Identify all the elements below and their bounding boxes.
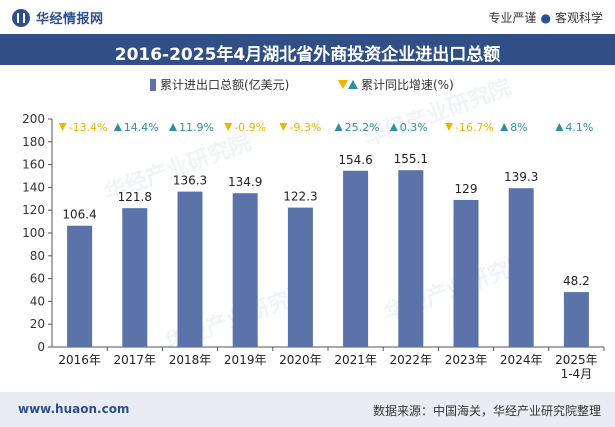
bar-value-label: 155.1: [394, 152, 428, 166]
bar-value-label: 122.3: [283, 190, 317, 204]
y-tick-label: 180: [22, 135, 45, 149]
growth-label: 0.3%: [400, 121, 428, 134]
bar-value-label: 154.6: [338, 153, 372, 167]
x-category-label: 2017年: [114, 353, 157, 367]
bar-value-label: 106.4: [62, 208, 96, 222]
growth-label: 25.2%: [345, 121, 380, 134]
bar: [287, 207, 313, 347]
top-bar: 华经情报网 专业严谨 ● 客观科学: [0, 0, 615, 34]
growth-up-triangle-icon: [555, 123, 564, 131]
x-category-label: 2020年: [279, 353, 322, 367]
growth-label: -0.9%: [234, 121, 266, 134]
y-tick-label: 140: [22, 180, 45, 194]
bar: [67, 225, 93, 347]
legend-item-bars: 累计进出口总额(亿美元): [150, 76, 289, 93]
y-tick-label: 0: [37, 340, 45, 354]
y-tick-label: 200: [22, 112, 45, 126]
growth-label: 8%: [510, 121, 527, 134]
growth-down-triangle-icon: [58, 123, 67, 131]
tagline-right: 客观科学: [554, 11, 603, 25]
growth-up-triangle-icon: [169, 123, 177, 131]
tagline: 专业严谨 ● 客观科学: [488, 9, 603, 26]
growth-label: -16.7%: [455, 121, 494, 134]
y-tick-label: 20: [30, 317, 45, 331]
bar: [398, 170, 424, 347]
title-bar: 2016-2025年4月湖北省外商投资企业进出口总额: [0, 34, 615, 65]
growth-label: 14.4%: [124, 121, 159, 134]
bar-chart: 0 20 40 60 80 100 120 140 160 180 200 106.4 2016年 -13…: [22, 112, 605, 381]
x-category-label: 1-4月: [561, 367, 593, 381]
y-tick-label: 160: [22, 158, 45, 172]
bar-value-label: 134.9: [228, 175, 262, 189]
x-category-label: 2023年: [445, 353, 488, 367]
growth-up-triangle-icon: [389, 123, 398, 131]
growth-up-triangle-icon: [500, 123, 509, 131]
brand-logo-icon: [12, 8, 30, 27]
x-category-label: 2016年: [58, 353, 101, 367]
footer: www.huaon.com 数据来源：中国海关，华经产业研究院整理: [0, 392, 615, 427]
x-category-label: 2021年: [334, 353, 377, 367]
bar-swatch-icon: [150, 78, 156, 91]
growth-down-triangle-icon: [224, 123, 233, 131]
bar: [508, 188, 534, 347]
bar: [563, 292, 589, 347]
data-source: 数据来源：中国海关，华经产业研究院整理: [372, 404, 601, 418]
growth-down-triangle-icon: [279, 123, 288, 131]
bar-value-label: 139.3: [504, 170, 538, 184]
x-category-label: 2018年: [169, 353, 212, 367]
growth-label: 11.9%: [179, 121, 214, 134]
bar: [343, 170, 369, 347]
y-tick-label: 40: [30, 294, 45, 308]
chart-title: 2016-2025年4月湖北省外商投资企业进出口总额: [114, 45, 501, 65]
legend-bar-label: 累计进出口总额(亿美元): [160, 78, 290, 92]
tagline-separator: ●: [540, 11, 551, 25]
website-link[interactable]: www.huaon.com: [18, 402, 130, 416]
bar-value-label: 136.3: [173, 174, 207, 188]
tagline-left: 专业严谨: [488, 11, 537, 25]
bar-value-label: 129: [455, 182, 478, 196]
growth-label: 4.1%: [565, 121, 593, 134]
y-tick-label: 60: [30, 272, 45, 286]
growth-up-triangle-icon: [113, 123, 122, 131]
y-tick-label: 100: [22, 226, 45, 240]
growth-label: -9.3%: [289, 121, 321, 134]
bar: [232, 193, 258, 347]
growth-label: -13.4%: [69, 121, 108, 134]
down-triangle-icon: [338, 80, 348, 89]
bar: [122, 208, 148, 347]
x-category-label: 2019年: [224, 353, 267, 367]
brand[interactable]: 华经情报网: [12, 8, 104, 27]
x-category-label: 2025年: [555, 353, 598, 367]
up-triangle-icon: [348, 80, 358, 89]
x-category-label: 2022年: [390, 353, 433, 367]
legend-growth-label: 累计同比增速(%): [361, 78, 454, 92]
legend-item-growth: 累计同比增速(%): [338, 76, 454, 93]
y-tick-label: 80: [30, 249, 45, 263]
y-tick-label: 120: [22, 203, 45, 217]
bar: [453, 199, 479, 347]
x-category-label: 2024年: [500, 353, 543, 367]
brand-name: 华经情报网: [36, 12, 104, 27]
growth-up-triangle-icon: [334, 123, 343, 131]
legend: 累计进出口总额(亿美元) 累计同比增速(%): [0, 73, 615, 93]
bar-value-label: 48.2: [563, 274, 590, 288]
bar: [177, 191, 203, 347]
bar-value-label: 121.8: [118, 190, 152, 204]
growth-down-triangle-icon: [445, 123, 453, 131]
